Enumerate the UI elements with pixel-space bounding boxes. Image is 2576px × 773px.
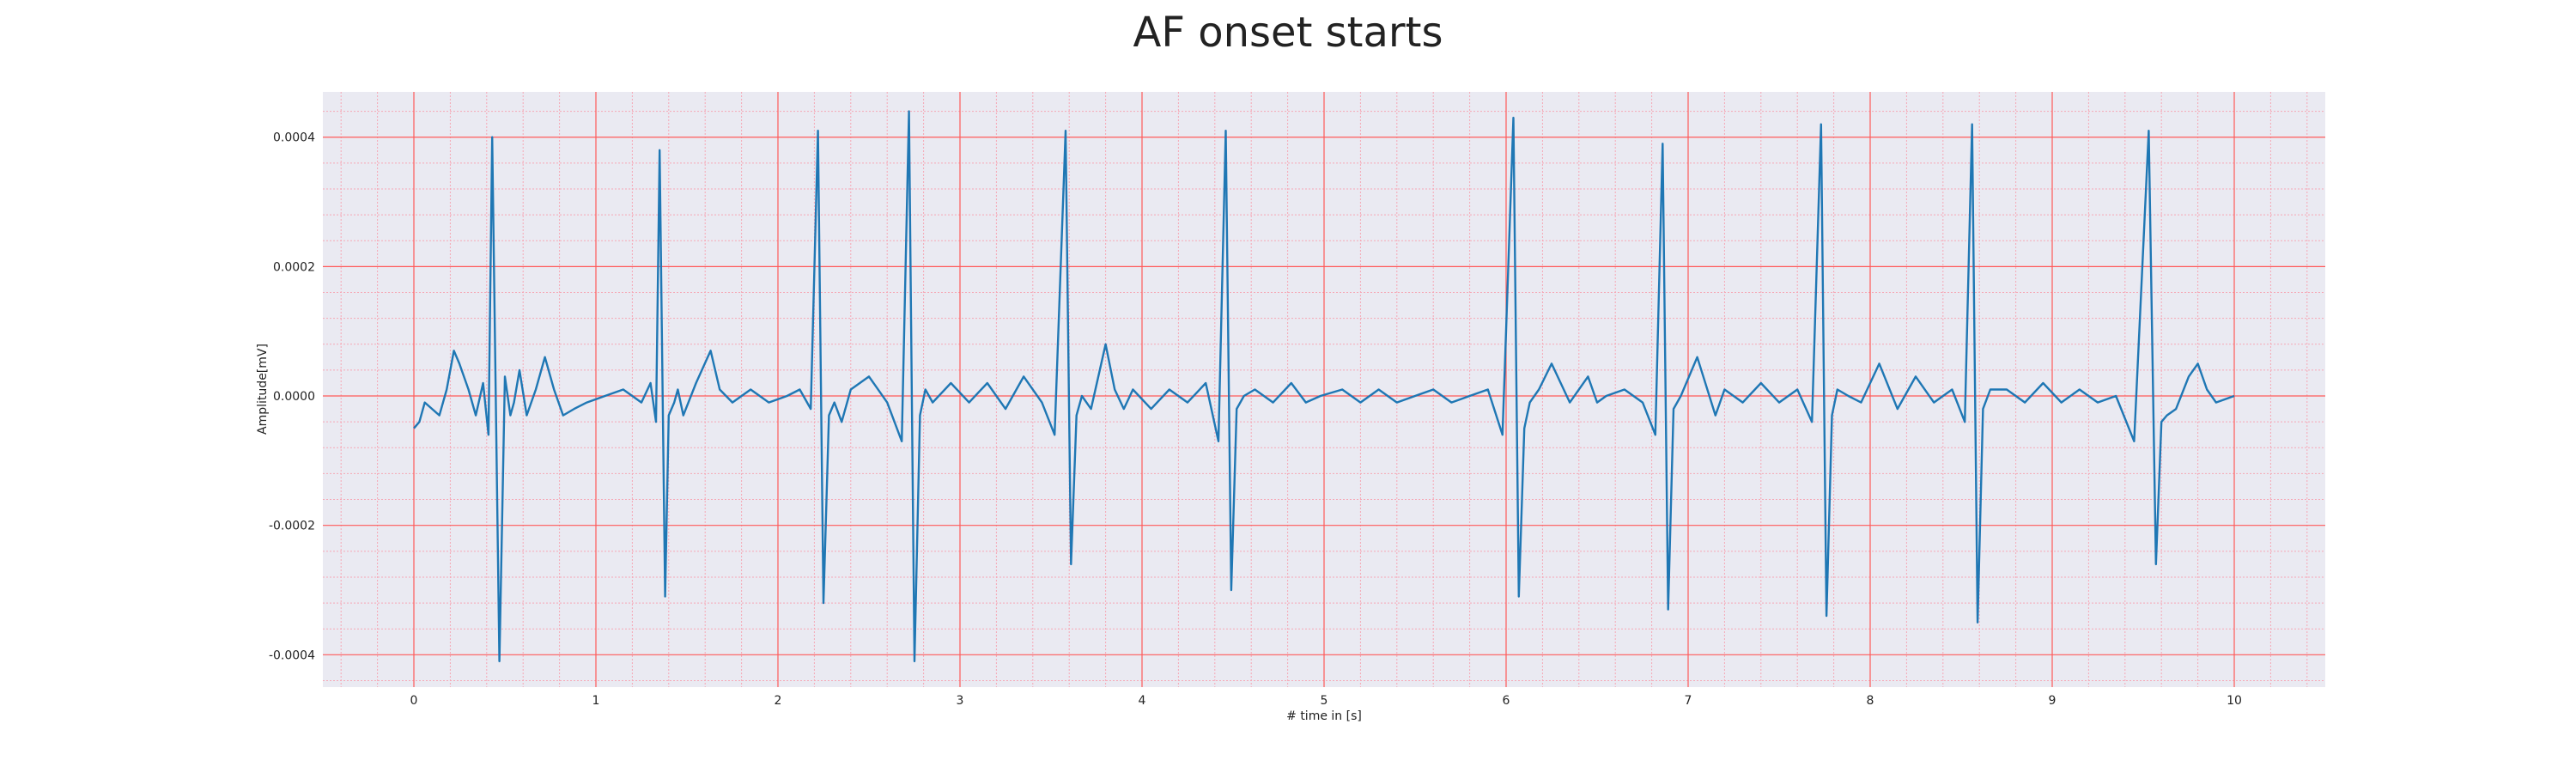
x-axis-label: # time in [s] [1286,709,1362,723]
x-tick-label: 0 [410,694,418,708]
x-tick-label: 1 [592,694,600,708]
y-axis-label: Amplitude[mV] [256,344,270,435]
chart-title: AF onset starts [1133,9,1443,57]
x-tick-label: 3 [957,694,964,708]
x-axis-ticks: 0 1 2 3 4 5 6 7 8 9 10 [410,694,2242,708]
x-tick-label: 8 [1867,694,1874,708]
y-axis-ticks: -0.0004 -0.0002 0.0000 0.0002 0.0004 [269,131,315,663]
x-tick-label: 5 [1321,694,1328,708]
x-tick-label: 10 [2227,694,2242,708]
x-tick-label: 4 [1139,694,1146,708]
series-group [413,110,2235,663]
x-tick-label: 2 [775,694,782,708]
y-tick-label: 0.0000 [273,390,315,404]
x-tick-label: 6 [1503,694,1510,708]
y-tick-label: -0.0002 [269,520,315,533]
y-tick-label: 0.0004 [273,131,315,145]
y-tick-label: 0.0002 [273,260,315,274]
x-tick-label: 7 [1685,694,1692,708]
y-tick-label: -0.0004 [269,648,315,662]
series-line [413,110,2235,663]
x-tick-label: 9 [2049,694,2057,708]
